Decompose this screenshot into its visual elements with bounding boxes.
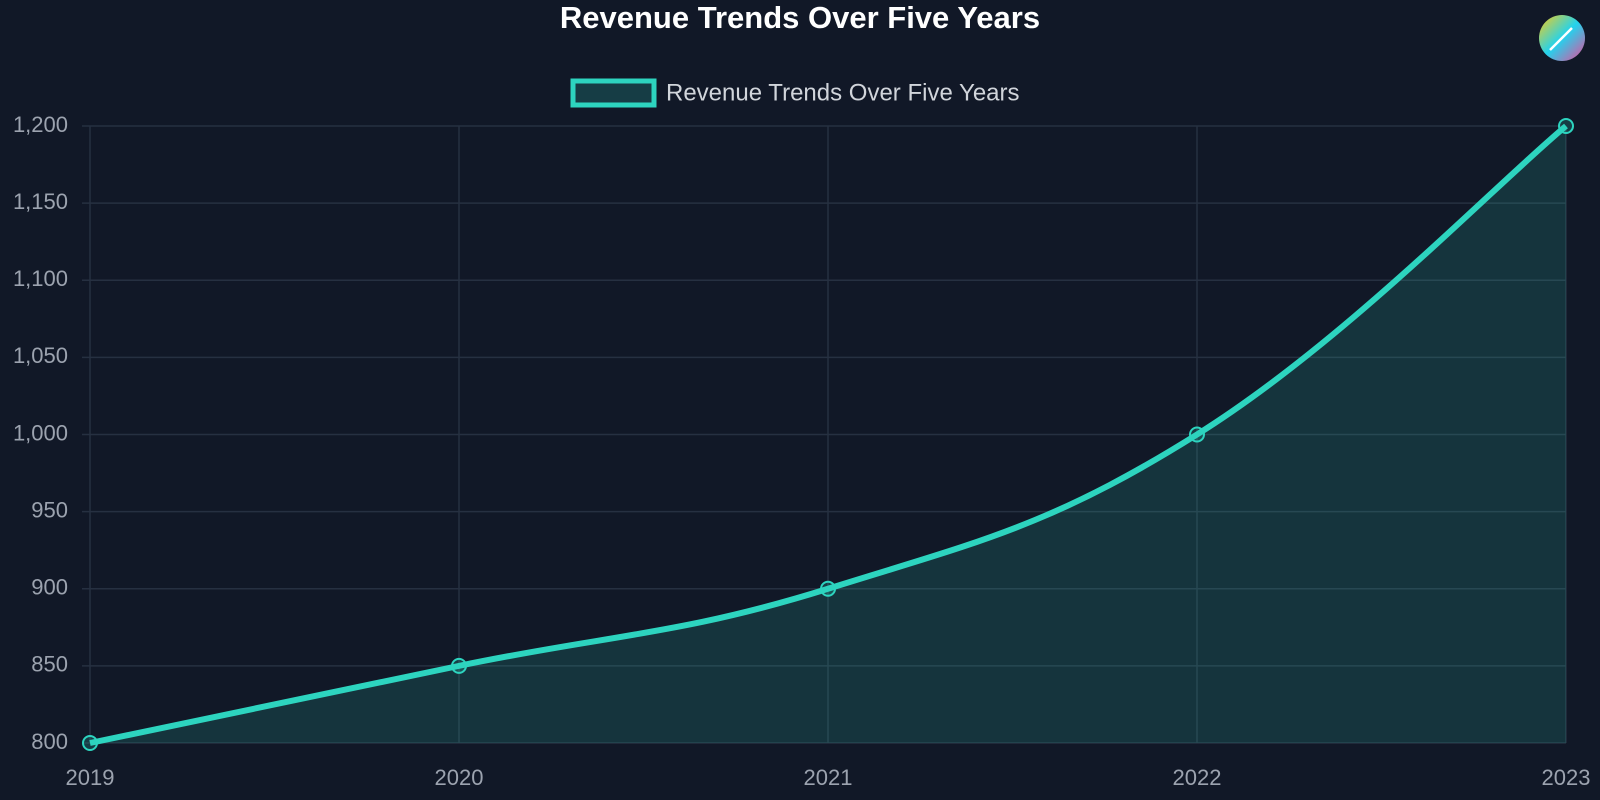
x-tick-label: 2023 [1542,765,1591,790]
y-tick-label: 1,050 [13,343,68,368]
legend-swatch [570,78,657,108]
x-tick-label: 2021 [804,765,853,790]
app-icon[interactable] [1539,15,1585,61]
y-tick-label: 850 [31,652,68,677]
point [820,580,836,597]
x-tick-label: 2019 [66,765,115,790]
point [1558,118,1574,134]
line [89,123,1568,746]
y-tick-label: 950 [31,497,68,522]
y-tick-label: 1,000 [13,420,68,445]
x-tick-label: 2022 [1173,765,1222,790]
y-tick-label: 900 [31,575,68,600]
chart-title: Revenue Trends Over Five Years [560,0,1040,35]
area [90,126,1566,743]
point [82,735,98,751]
legend[interactable]: Revenue Trends Over Five Years [570,78,1020,108]
x-tick-label: 2020 [435,765,484,790]
point [451,657,467,674]
point [1189,426,1205,443]
y-tick-label: 1,100 [13,266,68,291]
y-tick-label: 800 [31,729,68,754]
legend-label: Revenue Trends Over Five Years [666,79,1020,106]
y-tick-label: 1,200 [13,112,68,137]
y-tick-label: 1,150 [13,189,68,214]
